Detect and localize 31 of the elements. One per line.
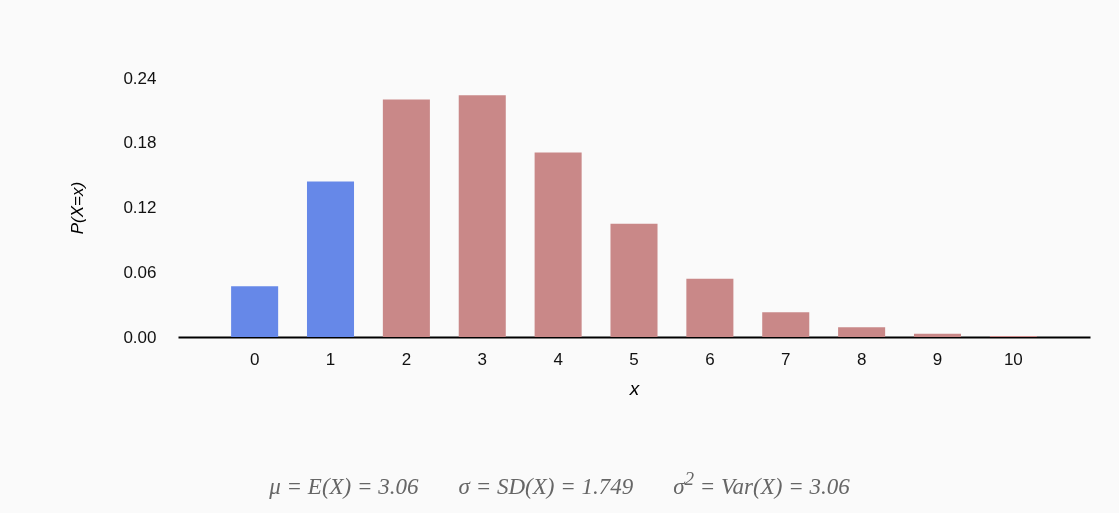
bar: [458, 95, 506, 337]
y-axis-title: P(X=x): [68, 181, 88, 235]
bar: [686, 278, 734, 337]
x-tick-label: 9: [932, 349, 943, 369]
x-tick-label: 6: [705, 349, 715, 369]
bar: [610, 223, 658, 337]
text: σ = SD(X) = 1.749: [458, 473, 634, 499]
x-tick-label: 10: [1003, 349, 1023, 369]
y-tick-label: 0.24: [123, 68, 157, 88]
y-tick-label: 0.06: [123, 262, 157, 282]
x-tick-label: 3: [477, 349, 487, 369]
bar: [382, 99, 430, 337]
x-tick-label: 8: [856, 349, 867, 369]
x-tick-label: 2: [401, 349, 412, 369]
x-tick-label: 0: [249, 349, 260, 369]
text: σ$^{2}$ = Var(X) = 3.06: [673, 468, 850, 499]
bar: [231, 286, 279, 337]
bar: [913, 333, 962, 337]
y-tick-label: 0.00: [123, 327, 157, 347]
bar: [534, 152, 582, 337]
bar: [838, 327, 886, 337]
text: μ = E(X) = 3.06: [269, 473, 419, 499]
y-tick-label: 0.18: [123, 133, 157, 153]
x-tick-label: 7: [781, 349, 791, 369]
bar: [306, 181, 355, 337]
y-tick-label: 0.12: [123, 198, 157, 217]
x-tick-label: 5: [629, 349, 639, 369]
x-axis-title: x: [628, 377, 641, 399]
bar: [762, 312, 810, 337]
x-tick-label: 1: [325, 349, 336, 369]
x-tick-label: 4: [553, 349, 563, 369]
